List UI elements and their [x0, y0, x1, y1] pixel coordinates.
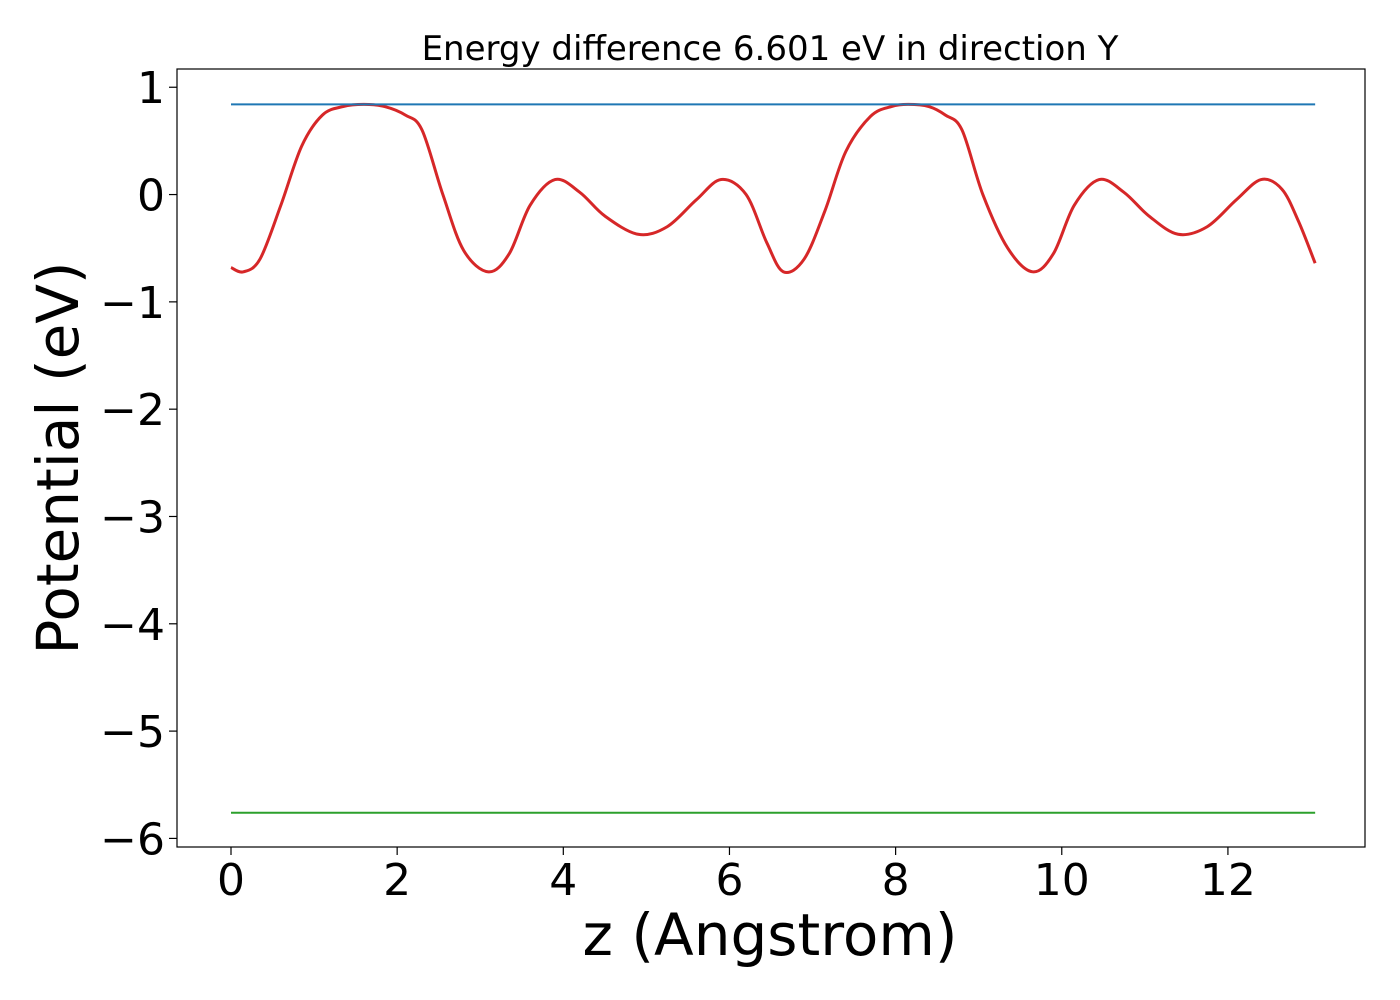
y-tick-label: 1: [137, 63, 165, 114]
x-tick-label: 8: [882, 855, 910, 906]
x-tick-label: 2: [383, 855, 411, 906]
series-layer: [230, 102, 1317, 814]
y-tick-label: −1: [100, 278, 165, 329]
y-tick-label: −3: [100, 492, 165, 543]
y-tick-label: −4: [100, 600, 165, 651]
y-tick-label: −5: [100, 707, 165, 758]
x-tick-label: 12: [1200, 855, 1256, 906]
y-tick-label: 0: [137, 171, 165, 222]
chart-title: Energy difference 6.601 eV in direction …: [422, 29, 1119, 69]
y-tick-label: −2: [100, 385, 165, 436]
x-tick-label: 10: [1034, 855, 1090, 906]
x-axis-label: z (Angstrom): [583, 901, 958, 969]
x-tick-label: 0: [217, 855, 245, 906]
plot-frame: [176, 68, 1366, 848]
x-axis-ticks: 0 2 4 6 8 10 12: [217, 847, 1256, 906]
y-axis-label: Potential (eV): [24, 261, 92, 654]
x-tick-label: 6: [715, 855, 743, 906]
potential-line: [230, 102, 1317, 274]
x-tick-label: 4: [549, 855, 577, 906]
y-axis-ticks: 1 0 −1 −2 −3 −4 −5 −6: [100, 63, 177, 865]
y-tick-label: −6: [100, 814, 165, 865]
